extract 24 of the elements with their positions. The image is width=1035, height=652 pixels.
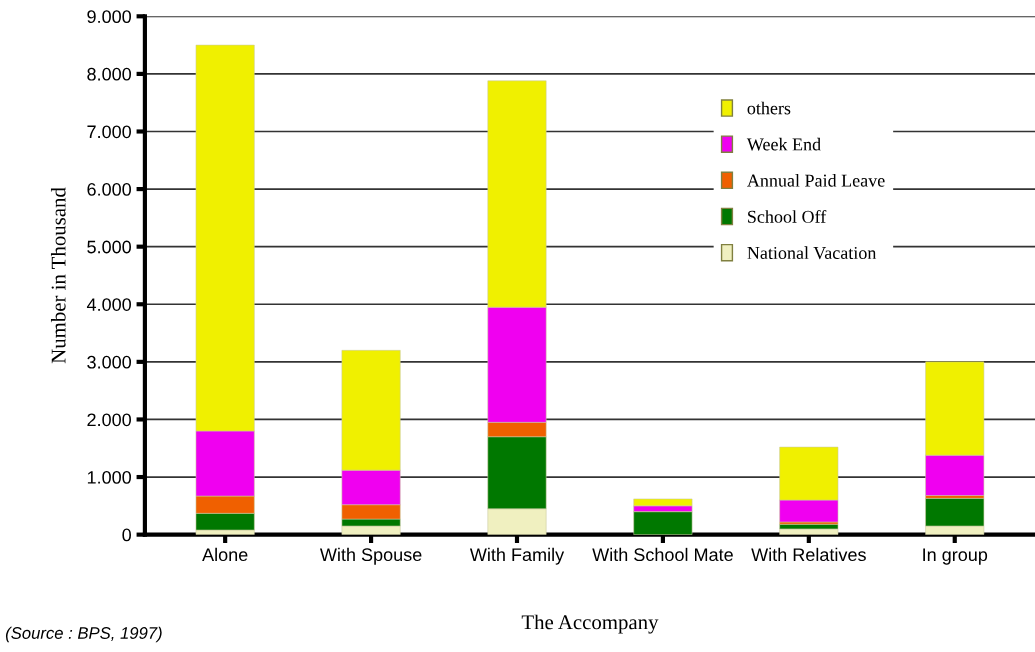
legend-label: School Off: [748, 209, 827, 223]
x-axis-title: The Accompany: [521, 614, 659, 634]
y-tick-label: 0: [122, 528, 131, 542]
y-tick-label: 5.000: [87, 240, 131, 254]
x-tick-label: With Family: [469, 547, 565, 565]
y-tick-label: 6.000: [87, 183, 131, 196]
x-tick-label: With Relatives: [751, 547, 866, 562]
x-tick-label: In group: [923, 548, 988, 565]
y-tick-label: 4.000: [86, 298, 131, 311]
y-tick-label: 8.000: [87, 67, 131, 81]
y-axis-title: Number in Thousand: [50, 187, 66, 364]
y-tick-label: 7.000: [87, 125, 131, 139]
x-tick-label: With Spouse: [319, 547, 422, 565]
legend-label: National Vacation: [747, 246, 877, 260]
y-tick-label: 2.000: [87, 413, 131, 427]
legend-label: Annual Paid Leave: [747, 174, 885, 187]
legend-label: Week End: [746, 137, 821, 151]
x-tick-label: With School Mate: [592, 547, 733, 562]
legend-label: others: [747, 101, 791, 115]
y-tick-label: 9.000: [87, 10, 131, 24]
x-tick-label: Alone: [202, 547, 248, 562]
y-tick-label: 3.000: [87, 355, 131, 369]
text: (Source : BPS, 1997): [5, 626, 162, 643]
y-tick-label: 1.000: [87, 470, 131, 484]
